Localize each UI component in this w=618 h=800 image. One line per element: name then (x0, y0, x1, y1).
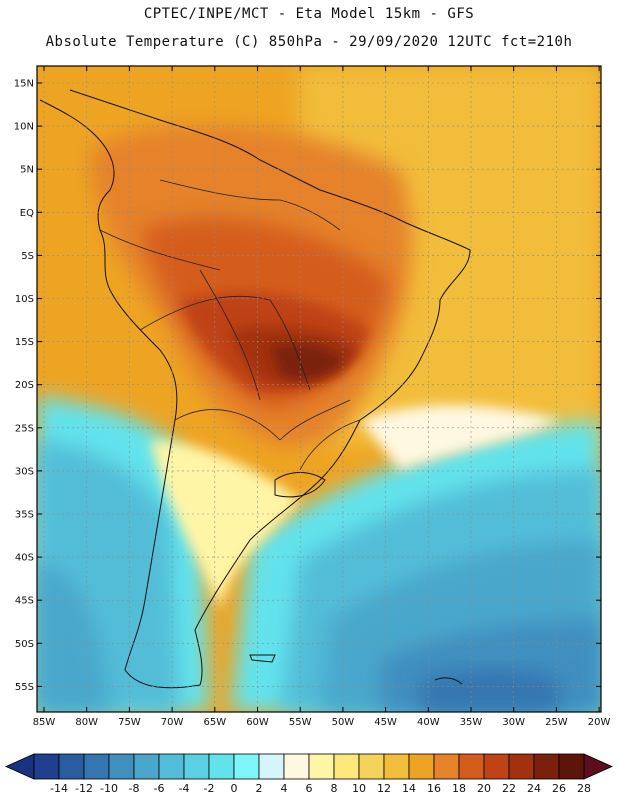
lat-label: 40S (15, 553, 34, 564)
colorbar-swatch (183, 753, 210, 780)
colorbar-tick-label: 18 (452, 782, 466, 795)
lon-label: 50W (332, 717, 355, 728)
lon-label: 85W (33, 717, 56, 728)
lon-label: 25W (545, 717, 568, 728)
gridlines (37, 66, 601, 712)
chart-title: CPTEC/INPE/MCT - Eta Model 15km - GFS (143, 6, 475, 22)
lat-label: 5N (20, 165, 34, 176)
colorbar-tick-label: 14 (402, 782, 416, 795)
colorbar-tick-label: -12 (75, 782, 93, 795)
lon-label: 80W (75, 717, 98, 728)
lat-label: 15N (14, 79, 34, 90)
lat-label: 5S (21, 251, 34, 262)
colorbar-swatch (108, 753, 135, 780)
colorbar-swatch (358, 753, 385, 780)
colorbar-tick-label: 0 (231, 782, 238, 795)
lat-label: 50S (15, 639, 34, 650)
temperature-field (37, 66, 601, 712)
colorbar-min-arrow (5, 753, 35, 780)
colorbar-tick-label: 22 (502, 782, 516, 795)
colorbar-swatch (383, 753, 410, 780)
colorbar-swatch (308, 753, 335, 780)
colorbar-swatch (508, 753, 535, 780)
colorbar-tick-label: 26 (552, 782, 566, 795)
colorbar-tick-label: -10 (100, 782, 118, 795)
lon-label: 45W (374, 717, 397, 728)
lon-label: 55W (289, 717, 312, 728)
colorbar-tick-label: 20 (477, 782, 491, 795)
latitude-axis: 15N 10N 5N EQ 5S 10S 15S 20S 25S 30S 35S 40S 45S 50S 5… (14, 79, 601, 693)
colorbar-tick-label: -2 (204, 782, 215, 795)
coastline (39, 89, 471, 689)
colorbar-tick-label: 8 (331, 782, 338, 795)
colorbar-swatch (158, 753, 185, 780)
colorbar-swatch (133, 753, 160, 780)
map-frame (36, 65, 602, 713)
lon-label: 65W (203, 717, 226, 728)
colorbar-tick-label: -8 (129, 782, 140, 795)
colorbar-tick-label: -14 (50, 782, 68, 795)
country-borders (99, 179, 361, 471)
colorbar-swatch (558, 753, 585, 780)
lon-label: 70W (161, 717, 184, 728)
colorbar-tick-label: 28 (577, 782, 591, 795)
lon-label: 75W (118, 717, 141, 728)
lat-label: 10S (15, 294, 34, 305)
lat-label: 10N (14, 122, 34, 133)
lon-label: 20W (588, 717, 611, 728)
lon-label: 60W (246, 717, 269, 728)
colorbar: -14 -12 -10 -8 -6 -4 -2 0 2 4 6 8 10 12 14 16 18 20 22 24 26… (5, 753, 613, 795)
colorbar-swatch (433, 753, 460, 780)
colorbar-tick-label: 12 (377, 782, 391, 795)
chart-subtitle: Absolute Temperature (C) 850hPa - 29/09/… (45, 34, 573, 50)
colorbar-swatch (58, 753, 85, 780)
lat-label: 25S (15, 423, 34, 434)
lat-label: 20S (15, 380, 34, 391)
colorbar-tick-label: -4 (179, 782, 190, 795)
lon-label: 40W (417, 717, 440, 728)
colorbar-swatch (33, 753, 60, 780)
colorbar-swatch (333, 753, 360, 780)
colorbar-tick-label: 24 (527, 782, 541, 795)
colorbar-tick-label: 16 (427, 782, 441, 795)
colorbar-swatch (208, 753, 235, 780)
lat-label: 55S (15, 682, 34, 693)
colorbar-tick-label: 4 (281, 782, 288, 795)
colorbar-tick-label: 6 (306, 782, 313, 795)
lat-label: 45S (15, 596, 34, 607)
lon-label: 35W (460, 717, 483, 728)
colorbar-tick-label: 10 (352, 782, 366, 795)
colorbar-max-arrow (583, 753, 613, 780)
colorbar-swatch (283, 753, 310, 780)
colorbar-swatch (83, 753, 110, 780)
lat-label: 15S (15, 337, 34, 348)
lon-label: 30W (502, 717, 525, 728)
colorbar-swatch (458, 753, 485, 780)
lat-label: 30S (15, 466, 34, 477)
colorbar-swatch (483, 753, 510, 780)
colorbar-tick-label: -6 (154, 782, 165, 795)
lat-label: 35S (15, 510, 34, 521)
colorbar-tick-label: 2 (256, 782, 263, 795)
longitude-axis: 85W 80W 75W 70W 65W 60W 55W 50W 45W 40W 35W 30W 25W 2… (33, 66, 611, 728)
lat-label: EQ (20, 208, 34, 219)
colorbar-swatch (408, 753, 435, 780)
colorbar-swatch (233, 753, 260, 780)
colorbar-swatch (258, 753, 285, 780)
colorbar-swatch (533, 753, 560, 780)
